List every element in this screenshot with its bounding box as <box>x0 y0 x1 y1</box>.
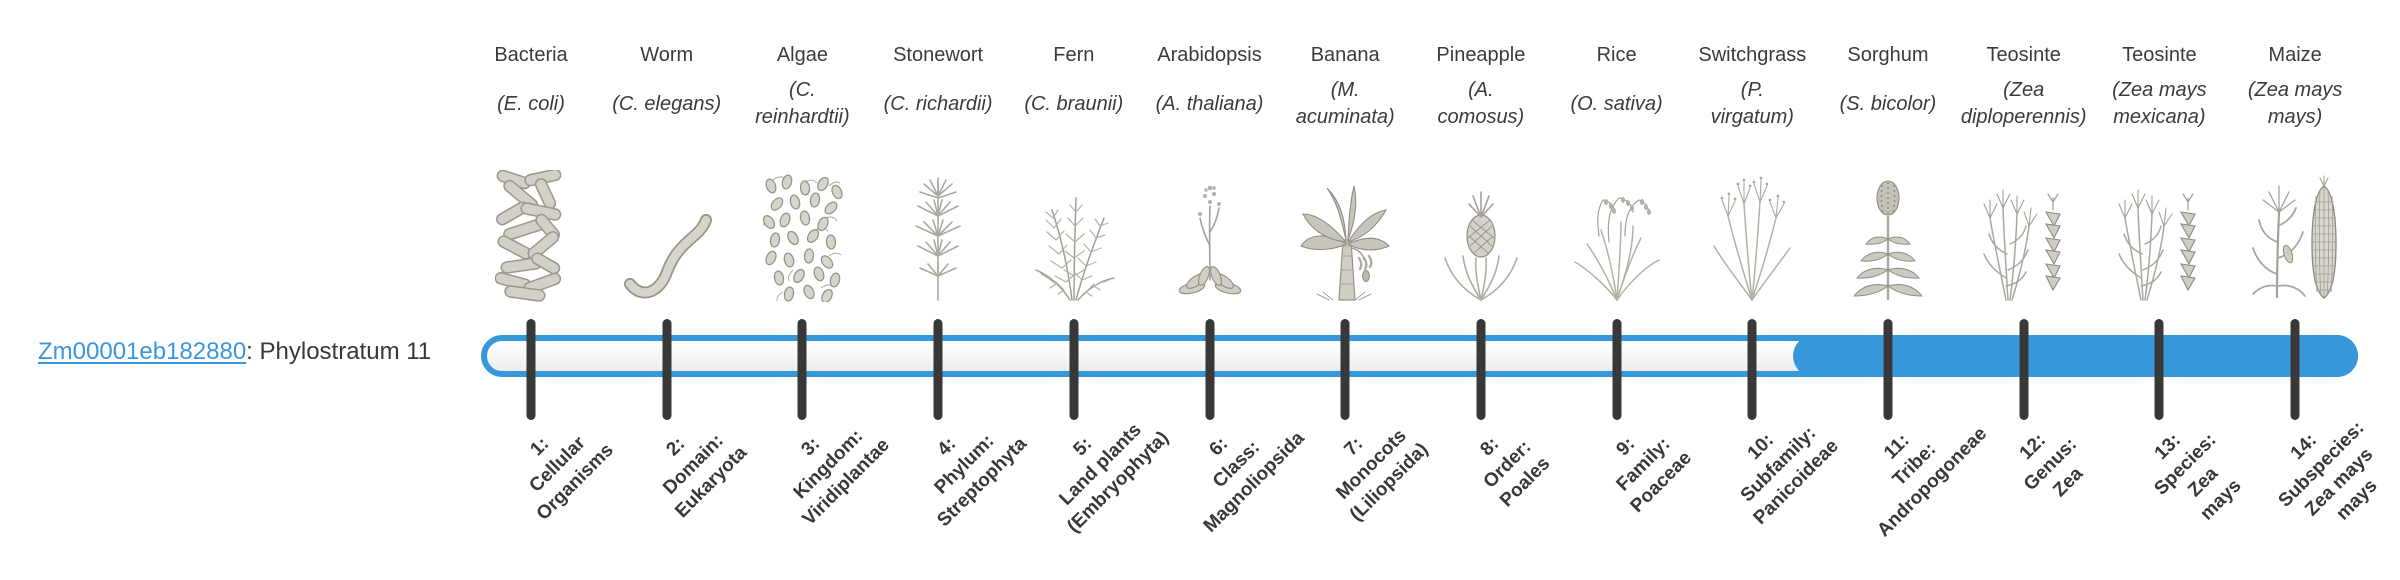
organism-species: (O. sativa) <box>1570 92 1663 115</box>
organism-illustration <box>1549 160 1685 302</box>
organism-species: (C. richardii) <box>883 92 993 115</box>
pineapple-icon <box>1444 191 1518 301</box>
organism-column: Bacteria (E. coli) 1: Cellular Organisms <box>463 0 617 580</box>
phylostrata-bar <box>481 335 2358 377</box>
phylostratum-tick <box>1612 319 1622 420</box>
organism-name: Switchgrass <box>1698 44 1807 66</box>
sorghum-icon <box>1852 180 1924 300</box>
organism-species: (M. acuminata) <box>1295 79 1395 128</box>
organism-illustration <box>1142 160 1278 302</box>
organism-species: (S. bicolor) <box>1839 92 1937 115</box>
organism-column: Maize (Zea mays mays) 14: Subspecies: Ze… <box>2227 0 2382 580</box>
organism-species: (C. reinhardtii) <box>755 79 850 128</box>
organism-illustration <box>1413 160 1549 302</box>
organism-name: Rice <box>1596 44 1637 66</box>
organism-name: Bacteria <box>494 44 568 66</box>
rice-icon <box>1573 197 1660 301</box>
phylostratum-tick <box>662 319 672 420</box>
phylostratum-tick <box>2154 319 2164 420</box>
teosinte-icon <box>2118 189 2197 301</box>
organism-illustration <box>870 160 1006 302</box>
organism-name: Pineapple <box>1436 44 1526 66</box>
organism-name: Stonewort <box>893 44 984 66</box>
organism-name: Arabidopsis <box>1157 44 1262 66</box>
organism-column: Algae (C. reinhardtii) <box>734 0 894 580</box>
organism-column: Fern (C. braunii) 5: Land plants (Embryo… <box>1006 0 1172 580</box>
stonewort-icon <box>915 177 961 301</box>
organism-illustration <box>1956 160 2092 302</box>
phylostratum-tick <box>1476 319 1486 420</box>
organism-column: Sorghum (S. bicolor) 11: Tribe: Andropog… <box>1820 0 1991 580</box>
organism-species: (A. thaliana) <box>1155 92 1264 115</box>
organism-column: Rice (O. sativa) 9: Family: Poaceae <box>1549 0 1695 580</box>
gene-phylostratum-text: : Phylostratum 11 <box>246 338 432 365</box>
phylostratum-label: 12: Genus: Zea <box>2015 429 2087 502</box>
organism-species: (C. elegans) <box>612 92 722 115</box>
phylostratum-label: 14: Subspecies: Zea mays mays <box>2274 417 2382 525</box>
worm-icon <box>623 214 712 299</box>
organism-column: Arabidopsis (A. thaliana) 6: Class: Magn… <box>1142 0 1309 580</box>
organism-illustration <box>1820 160 1956 302</box>
phylostratum-tick <box>1747 319 1757 420</box>
phylostratum-tick <box>2019 319 2029 420</box>
organism-name: Teosinte <box>1986 44 2061 66</box>
teosinte-icon <box>1982 189 2061 301</box>
organism-column: Stonewort (C. richardii) 4: Phylum: Stre… <box>870 0 1032 580</box>
organism-column: Teosinte (Zea diploperennis) 12: Genus: <box>1956 0 2092 580</box>
organism-species: (E. coli) <box>497 92 565 115</box>
organism-species: (A. comosus) <box>1437 79 1525 128</box>
phylostratum-tick <box>2290 319 2300 420</box>
organism-name: Sorghum <box>1847 44 1929 66</box>
organism-illustration <box>1277 160 1413 302</box>
phylostratum-tick <box>526 319 536 420</box>
organism-name: Worm <box>640 44 694 66</box>
bacteria-icon <box>495 170 562 302</box>
organism-column: Banana (M. acuminata) 7: Monocots (Lilio… <box>1277 0 1433 580</box>
algae-icon <box>763 174 844 302</box>
phylostratum-tick <box>797 319 807 420</box>
organism-column: Worm (C. elegans) 2: Domain: Eukaryota <box>599 0 751 580</box>
organism-column: Pineapple (A. comosus) 8: Order: Poales <box>1413 0 1554 580</box>
phylostratum-tick <box>933 319 943 420</box>
organism-illustration <box>1006 160 1142 302</box>
organism-species: (P. virgatum) <box>1710 79 1794 128</box>
organism-species: (Zea mays mays) <box>2247 79 2343 128</box>
organism-name: Banana <box>1310 44 1380 66</box>
organism-column: Switchgrass (P. virgatum) 10: Subfamily:… <box>1684 0 1843 580</box>
switchgrass-icon <box>1713 176 1792 301</box>
organism-name: Algae <box>776 44 828 66</box>
phylostrata-bar-fill <box>1793 335 2358 377</box>
phylostratum-label: 8: Order: Poales <box>1476 433 1555 512</box>
organism-name: Teosinte <box>2122 44 2197 66</box>
organism-name: Fern <box>1053 44 1095 66</box>
organism-illustration <box>734 160 870 302</box>
organism-species: (Zea mays mexicana) <box>2112 79 2207 128</box>
organism-name: Maize <box>2268 44 2322 66</box>
organism-illustration <box>2091 160 2227 302</box>
organism-illustration <box>1684 160 1820 302</box>
arabidopsis-icon <box>1178 185 1241 295</box>
gene-label: Zm00001eb182880: Phylostratum 11 <box>38 338 431 366</box>
phylostratum-tick <box>1205 319 1214 420</box>
banana-icon <box>1300 185 1391 301</box>
organism-illustration <box>2227 160 2363 302</box>
gene-id-link[interactable]: Zm00001eb182880 <box>38 338 247 365</box>
organism-species: (C. braunii) <box>1024 92 1124 115</box>
maize-icon <box>2252 175 2337 299</box>
phylostratum-tick <box>1069 319 1079 420</box>
organism-illustration <box>463 160 599 302</box>
fern-icon <box>1035 197 1115 301</box>
organism-column: Teosinte (Zea mays mexicana) 13: Specie <box>2091 0 2246 580</box>
phylostratum-label: 9: Family: Poaceae <box>1612 433 1696 517</box>
organism-illustration <box>599 160 735 302</box>
phylostratum-tick <box>1883 319 1893 420</box>
organism-species: (Zea diploperennis) <box>1960 79 2087 128</box>
phylostratum-tick <box>1340 319 1350 420</box>
